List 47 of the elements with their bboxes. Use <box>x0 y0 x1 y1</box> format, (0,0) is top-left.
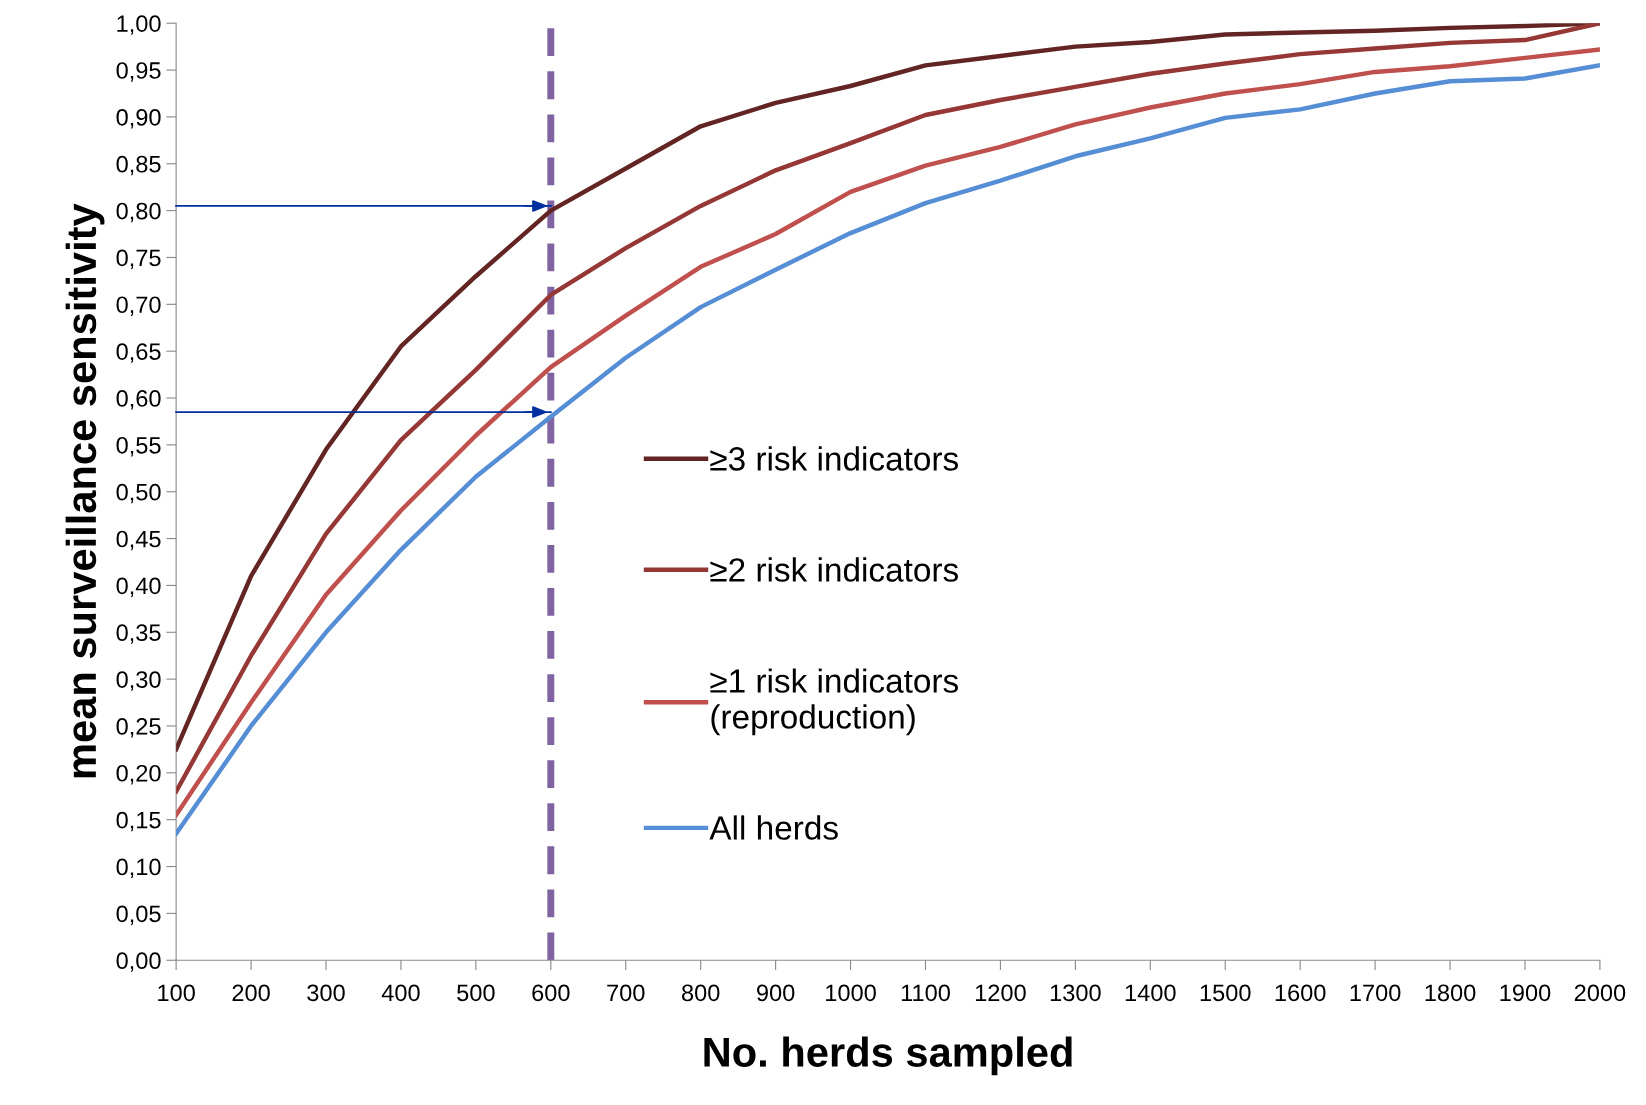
x-tick-label: 1500 <box>1200 984 1251 1002</box>
y-tick-label: 0,45 <box>116 530 161 551</box>
y-tick-label: 0,70 <box>116 296 161 316</box>
x-tick-label: 200 <box>232 984 270 1002</box>
x-tick-label: 1200 <box>975 984 1026 1002</box>
x-axis-title: No. herds sampled <box>704 1036 1072 1076</box>
y-tick-label: 0,25 <box>116 718 161 738</box>
x-tick-label: 1900 <box>1500 984 1551 1002</box>
legend-label: ≥2 risk indicators <box>710 557 958 582</box>
x-tick-label: 1700 <box>1350 984 1401 1002</box>
y-tick-label: 0,05 <box>116 905 161 925</box>
legend-label: All herds <box>709 815 838 840</box>
x-tick-label: 1300 <box>1050 984 1101 1002</box>
y-tick-label: 0,40 <box>116 577 161 598</box>
y-tick-label: 0,90 <box>116 108 161 129</box>
y-tick-label: 0,10 <box>116 858 161 879</box>
y-axis-title: mean surveillance sensitivity <box>65 203 105 778</box>
y-tick-label: 0,80 <box>116 202 161 223</box>
y-tick-label: 0,50 <box>116 483 161 504</box>
y-tick-label: 0,60 <box>116 390 161 410</box>
x-tick-label: 900 <box>757 984 795 1002</box>
x-tick-label: 800 <box>682 984 720 1002</box>
x-tick-label: 1000 <box>826 984 876 1002</box>
x-tick-label: 1800 <box>1425 984 1476 1002</box>
x-tick-label: 700 <box>607 984 645 1002</box>
x-tick-label: 300 <box>307 984 345 1002</box>
y-tick-label: 0,20 <box>116 764 161 785</box>
x-tick-label: 400 <box>381 984 420 1002</box>
x-tick-label: 600 <box>532 984 570 1002</box>
y-tick-label: 1,00 <box>117 15 161 35</box>
legend-label: ≥3 risk indicators <box>710 446 958 471</box>
x-tick-label: 1400 <box>1125 984 1176 1002</box>
x-tick-label: 2000 <box>1574 984 1626 1002</box>
legend-label: ≥1 risk indicators (reproduction) <box>710 668 958 736</box>
y-tick-label: 0,35 <box>116 624 161 644</box>
y-tick-label: 0,30 <box>116 671 161 691</box>
y-tick-label: 0,75 <box>116 249 161 270</box>
y-tick-label: 0,85 <box>116 155 161 176</box>
y-tick-label: 0,55 <box>116 436 161 457</box>
x-tick-label: 1100 <box>901 984 950 1002</box>
y-tick-label: 0,00 <box>116 952 161 972</box>
x-tick-label: 1600 <box>1275 984 1326 1002</box>
y-tick-label: 0,95 <box>116 62 161 82</box>
y-tick-label: 0,65 <box>116 343 161 363</box>
x-tick-label: 100 <box>158 984 195 1002</box>
x-tick-label: 500 <box>457 984 495 1002</box>
y-tick-label: 0,15 <box>116 811 161 832</box>
